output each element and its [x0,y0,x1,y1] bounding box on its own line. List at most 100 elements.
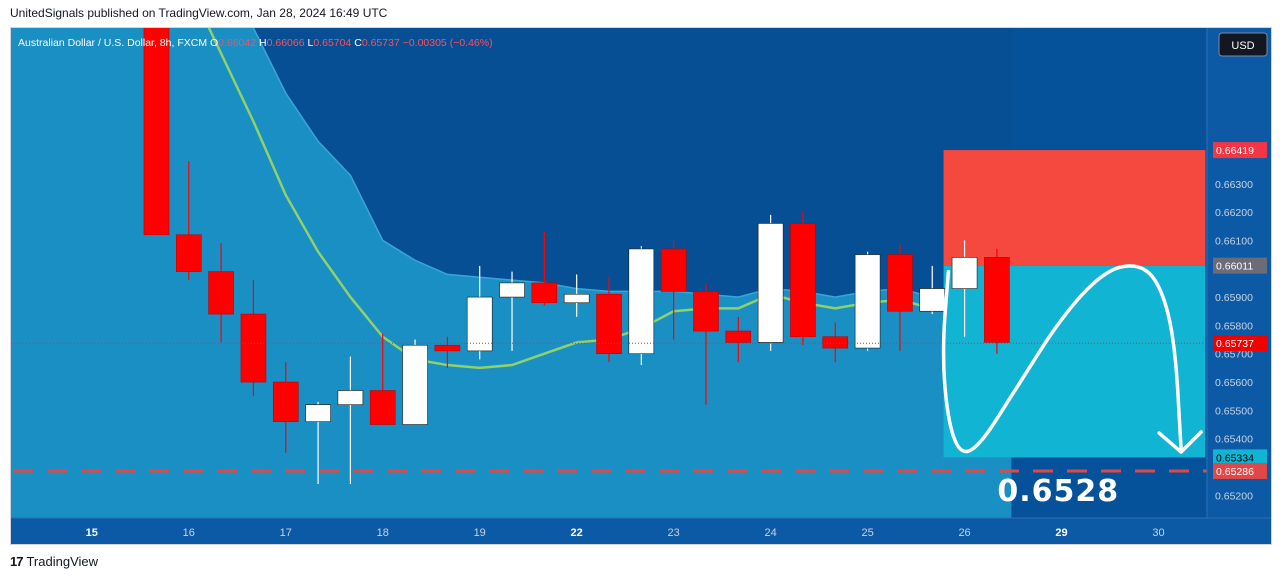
candle-14[interactable] [596,277,622,363]
candle-7[interactable] [369,333,396,425]
projection-arrowhead [1157,430,1203,454]
candle-8[interactable] [402,339,428,425]
candle-25[interactable] [951,240,978,337]
time-axis[interactable] [11,518,1272,545]
price-label-bg [1213,462,1267,479]
price-label-0.66011: 0.66011 [1213,257,1267,274]
candle-body-bullish [951,257,978,289]
candle-body-bearish [143,28,170,236]
time-tick-label: 15 [86,527,98,539]
candle-6[interactable] [337,356,364,485]
price-label-text: 0.66419 [1216,145,1254,157]
candle-13[interactable] [563,274,590,317]
candle-body-bearish [596,293,622,355]
price-label-0.66419: 0.66419 [1213,142,1267,159]
currency-badge-label: USD [1231,40,1254,52]
price-tick-label: 0.65400 [1215,434,1253,446]
price-tick-label: 0.65700 [1215,349,1253,361]
price-label-text: 0.65334 [1216,452,1254,464]
price-label-0.65334: 0.65334 [1213,449,1267,466]
target-price-annotation: 0.6528 [997,474,1119,509]
candle-1[interactable] [175,161,202,281]
publish-caption: UnitedSignals published on TradingView.c… [10,6,388,20]
price-label-0.65737: 0.65737 [1213,335,1267,352]
candle-body-bearish [984,257,1010,343]
price-tick-label: 0.65600 [1215,377,1253,389]
tradingview-logo[interactable]: 17 TradingView [10,554,98,569]
tradingview-icon: 17 [10,554,24,569]
legend-part: O [210,37,218,49]
candle-12[interactable] [531,231,558,306]
candle-9[interactable] [434,336,461,368]
candle-19[interactable] [757,214,784,351]
candle-body-bearish [693,291,719,332]
time-tick-label: 18 [377,527,389,539]
candle-4[interactable] [272,362,299,453]
price-tick-label: 0.66300 [1215,179,1253,191]
chart-frame[interactable]: 0.6528 0.66300 0.66200 0.66100 0.65900 0.658… [10,27,1272,545]
candle-body-bearish [240,313,267,383]
candle-16[interactable] [660,240,687,340]
candle-17[interactable] [693,282,719,405]
candle-body-bullish [854,254,881,349]
symbol-legend[interactable]: Australian Dollar / U.S. Dollar, 8h, FXC… [18,37,493,49]
candle-10[interactable] [466,265,493,360]
candle-body-bullish [628,248,655,355]
candle-23[interactable] [887,243,913,351]
envelope-band [11,28,1012,518]
candlestick-chart[interactable]: 0.6528 0.66300 0.66200 0.66100 0.65900 0.658… [11,28,1272,545]
legend-part: L [308,37,314,49]
price-label-bg [1213,449,1267,466]
candle-21[interactable] [822,322,849,363]
take-profit-zone[interactable] [943,265,1206,458]
price-label-bg [1213,142,1267,159]
time-tick-label: 22 [571,527,583,539]
candle-body-bullish [563,293,590,304]
candle-body-bearish [175,234,202,272]
candle-18[interactable] [725,316,752,363]
candle-body-bearish [272,381,299,422]
price-tick-label: 0.66200 [1215,207,1253,219]
time-tick-label: 25 [861,527,873,539]
projection-curve[interactable] [941,264,1183,454]
candle-20[interactable] [790,212,816,346]
candle-0[interactable] [143,28,170,236]
time-tick-label: 16 [183,527,195,539]
stop-loss-zone[interactable] [943,150,1206,266]
currency-badge-bg [1218,32,1268,57]
legend-part: 0.66042 [218,37,259,49]
time-tick-label: 23 [668,527,680,539]
candle-body-bearish [531,282,558,304]
time-tick-label: 24 [764,527,776,539]
envelope-upper-line [252,28,933,298]
price-tick-label: 0.66100 [1215,235,1253,247]
candle-body-bullish [305,404,331,422]
candle-body-bearish [434,344,461,352]
time-tick-label: 19 [474,527,486,539]
candle-2[interactable] [208,243,234,343]
candle-26[interactable] [984,248,1010,354]
tradingview-logo-text: TradingView [26,554,99,569]
candle-body-bearish [822,336,849,349]
price-label-text: 0.66011 [1216,261,1253,273]
currency-badge[interactable]: USD [1218,32,1268,57]
price-label-0.65286: 0.65286 [1213,462,1267,479]
candle-22[interactable] [854,251,881,351]
candle-5[interactable] [305,401,331,485]
legend-part: −0.00305 (−0.46%) [403,37,493,49]
legend-part: Australian Dollar / U.S. Dollar, 8h, FXC… [18,37,210,49]
candle-body-bullish [466,296,493,352]
time-tick-label: 17 [280,527,292,539]
candle-24[interactable] [919,265,946,315]
legend-part: H [259,37,267,49]
candle-3[interactable] [240,280,267,397]
time-tick-label: 29 [1055,527,1067,539]
candle-15[interactable] [628,246,655,366]
legend-part: C [354,37,362,49]
price-tick-label: 0.65200 [1215,490,1253,502]
candle-11[interactable] [499,271,525,351]
legend-part: 0.66066 [267,37,308,49]
time-tick-label: 26 [958,527,970,539]
candle-body-bearish [725,330,752,343]
price-tick-label: 0.65800 [1215,320,1253,332]
